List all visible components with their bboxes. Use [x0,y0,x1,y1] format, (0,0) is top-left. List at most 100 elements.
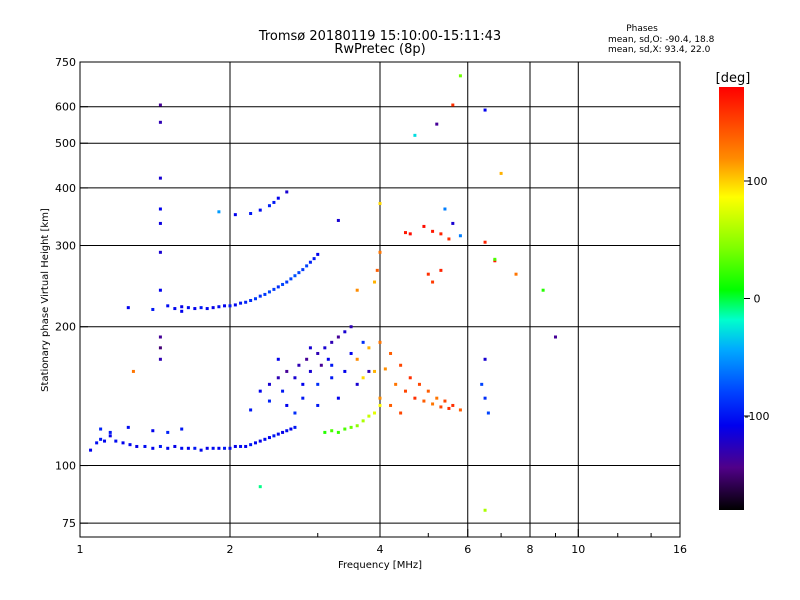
echo-point [349,351,353,355]
echo-point [244,444,248,448]
echo-point [458,74,462,78]
echo-point [447,237,451,241]
echo-point [217,305,221,309]
echo-point [173,307,177,311]
y-tick-label: 200 [55,321,76,334]
echo-point [158,103,162,107]
echo-point [431,280,435,284]
echo-point [373,369,377,373]
echo-point [158,207,162,211]
echo-point [389,351,393,355]
echo-point [383,367,387,371]
echo-point [483,396,487,400]
echo-point [355,357,359,361]
echo-point [276,196,280,200]
phase-line-x: mean, sd,X: 93.4, 22.0 [608,45,711,55]
echo-point [389,403,393,407]
echo-point [439,232,443,236]
echo-point [244,300,248,304]
echo-point [158,221,162,225]
echo-point [108,430,112,434]
echo-point [378,403,382,407]
echo-point [158,288,162,292]
echo-point [413,133,417,137]
x-axis-label: Frequency [MHz] [338,560,422,571]
echo-point [267,399,271,403]
echo-point [276,357,280,361]
y-tick-label: 75 [62,517,76,530]
echo-point [343,369,347,373]
echo-point [285,280,289,284]
echo-point [95,441,99,445]
y-tick-label: 100 [55,460,76,473]
echo-point [312,257,316,261]
colorbar [719,87,744,510]
echo-point [408,232,412,236]
echo-point [301,382,305,386]
echo-point [447,406,451,410]
echo-point [267,436,271,440]
y-axis-ticks: 75 100 200 300 400 500 600 750 [55,56,88,530]
echo-point [239,301,243,305]
echo-point [223,304,227,308]
echo-point [135,444,139,448]
echo-point [249,212,253,216]
echo-point [422,399,426,403]
y-tick-label: 500 [55,137,76,150]
echo-point [193,307,197,311]
echo-point [199,306,203,310]
echo-point [553,335,557,339]
echo-point [228,446,232,450]
echo-point [228,304,232,308]
echo-point [267,290,271,294]
echo-point [126,425,130,429]
echo-point [499,171,503,175]
chart-title: Tromsø 20180119 15:10:00-15:11:43 [258,29,501,44]
echo-point [180,446,184,450]
echo-point [267,382,271,386]
echo-point [158,444,162,448]
echo-point [143,444,147,448]
echo-point [480,382,484,386]
echo-points [89,74,557,512]
echo-point [361,419,365,423]
echo-point [121,441,125,445]
echo-point [258,485,262,489]
echo-point [394,382,398,386]
echo-point [336,335,340,339]
echo-point [378,250,382,254]
echo-point [289,427,293,431]
echo-point [373,411,377,415]
echo-point [355,382,359,386]
echo-point [158,335,162,339]
echo-point [451,403,455,407]
echo-point [378,202,382,206]
x-axis-ticks: 1 2 4 6 8 10 16 [77,529,687,556]
echo-point [272,434,276,438]
chart-subtitle: RwPretec (8p) [334,42,425,57]
echo-point [316,403,320,407]
echo-point [435,396,439,400]
echo-point [435,122,439,126]
echo-point [263,437,267,441]
echo-point [316,252,320,256]
echo-point [249,408,253,412]
echo-point [316,382,320,386]
echo-point [399,411,403,415]
echo-point [373,280,377,284]
echo-point [330,340,334,344]
echo-point [108,434,112,438]
echo-point [308,260,312,264]
echo-point [403,231,407,235]
echo-point [193,446,197,450]
echo-point [451,221,455,225]
echo-point [439,405,443,409]
colorbar-label: [deg] [716,71,751,86]
echo-point [293,376,297,380]
echo-point [276,432,280,436]
echo-point [361,340,365,344]
echo-point [151,446,155,450]
echo-point [355,288,359,292]
echo-point [285,190,289,194]
echo-point [186,306,190,310]
